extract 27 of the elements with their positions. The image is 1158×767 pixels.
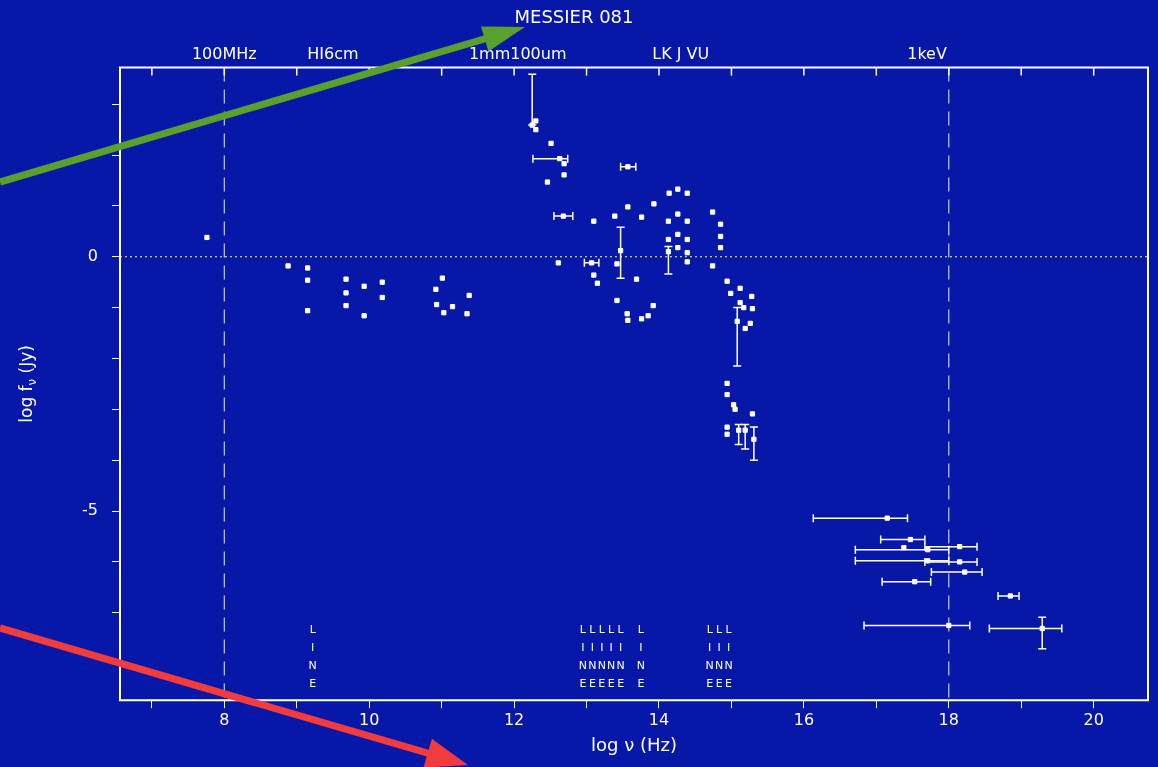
y-tick-label: 0 bbox=[87, 245, 98, 265]
annotation: LINE bbox=[588, 623, 597, 691]
annotation: LINE bbox=[597, 623, 606, 691]
y-tick-label: -5 bbox=[82, 500, 98, 520]
text: HI6cm bbox=[307, 43, 359, 63]
x-tick-label: 20 bbox=[1083, 709, 1104, 729]
annotation: LINE bbox=[616, 623, 625, 691]
annotation: LINE bbox=[705, 623, 714, 691]
chart-title: MESSIER 081 bbox=[514, 6, 634, 28]
x-tick-label: 12 bbox=[503, 709, 525, 729]
annotation: LINE bbox=[636, 623, 645, 691]
annotation: LINE bbox=[724, 623, 733, 691]
y-axis-title: log fν (Jy) bbox=[16, 345, 40, 423]
x-tick-label: 10 bbox=[359, 709, 380, 729]
x-tick-label: 16 bbox=[793, 709, 815, 729]
x-tick-label: 14 bbox=[648, 709, 670, 729]
annotation: LINE bbox=[715, 623, 724, 691]
text: LK J VU bbox=[652, 43, 710, 63]
annotation: LINE bbox=[308, 623, 317, 691]
x-tick-label: 18 bbox=[938, 709, 959, 729]
text: 1mm100um bbox=[468, 43, 567, 63]
x-axis-title: log ν (Hz) bbox=[591, 733, 677, 755]
x-tick-label: 8 bbox=[219, 709, 230, 729]
text: 1keV bbox=[907, 43, 947, 63]
annotation: LINE bbox=[578, 623, 588, 691]
annotation: LINE bbox=[607, 623, 616, 691]
text: 100MHz bbox=[191, 43, 257, 63]
